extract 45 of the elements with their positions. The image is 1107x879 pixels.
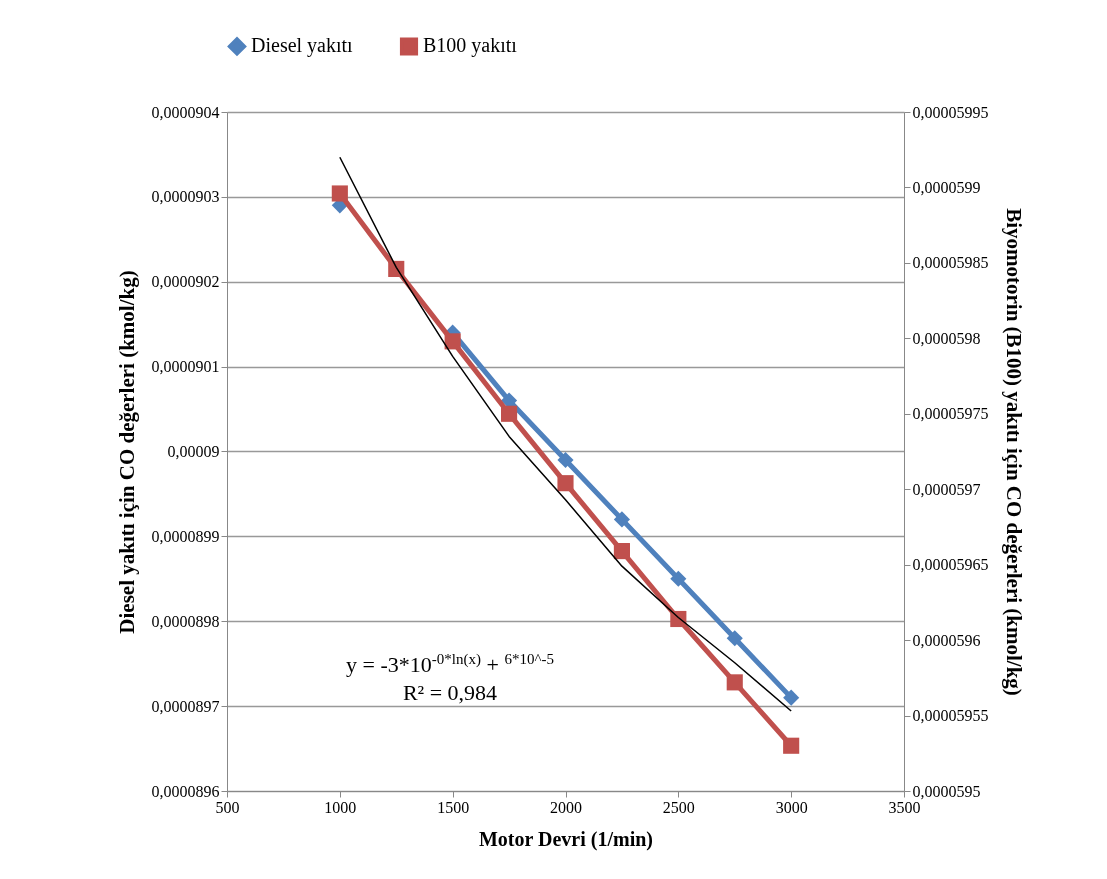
y2-tick-label: 0,0000596 [912, 631, 981, 649]
annotation: y = -3*10$^{-0*ln(x)}$ + $^{6*10^-5}$ [345, 650, 555, 680]
x-tick-label: 500 [215, 798, 240, 816]
y-axis-title: Diesel yakıtı için CO değerleri (kmol/kg) [114, 270, 139, 634]
point [613, 511, 630, 528]
x-axis-title: Motor Devri (1/min) [478, 827, 654, 851]
y-tick-label: 0,0000904 [151, 103, 220, 121]
y2-tick-label: 0,0000599 [912, 178, 981, 196]
y-tick-label: 0,0000903 [151, 188, 220, 206]
y2-tick-label: 0,0000595 [912, 782, 981, 800]
x-tick-label: 1500 [437, 798, 470, 816]
y2-tick-label: 0,00005985 [912, 254, 989, 272]
x-tick-label: 3500 [888, 798, 921, 816]
legend-label: Diesel yakıtı [251, 34, 354, 58]
y2-tick-label: 0,00005955 [912, 707, 989, 725]
x-tick-label: 1000 [324, 798, 357, 816]
point [331, 185, 348, 202]
y-tick-label: 0,0000896 [151, 782, 220, 800]
y-tick-label: 0,0000899 [151, 527, 220, 545]
y-tick-label: 0,0000901 [151, 358, 220, 376]
y-tick-label: 0,00009 [167, 443, 220, 460]
point [726, 674, 743, 691]
legend-label: B100 yakıtı [423, 34, 518, 58]
point [501, 405, 518, 422]
y-tick-label: 0,0000902 [151, 273, 220, 291]
point [557, 451, 574, 469]
x-tick-label: 2500 [662, 798, 695, 816]
point [613, 543, 630, 560]
x-tick-label: 3000 [775, 798, 808, 816]
point [670, 570, 687, 587]
point [783, 689, 800, 706]
point [444, 333, 461, 350]
y2-tick-label: 0,0000597 [912, 480, 981, 498]
y-tick-label: 0,0000897 [151, 697, 220, 715]
x-tick-label: 2000 [550, 798, 582, 816]
point [557, 475, 574, 492]
point [783, 737, 800, 754]
y2-tick-label: 0,0000598 [912, 329, 981, 347]
y2-axis-title: Biyomotorin (B100) yakıtı için CO değerleri (kmol/kg) [1001, 208, 1026, 696]
point [726, 630, 743, 647]
annotation: R² = 0,984 [401, 679, 499, 708]
y2-tick-label: 0,00005965 [912, 556, 989, 574]
y-tick-label: 0,0000898 [151, 612, 220, 630]
y2-tick-label: 0,00005995 [912, 103, 989, 121]
y2-tick-label: 0,00005975 [912, 405, 989, 423]
